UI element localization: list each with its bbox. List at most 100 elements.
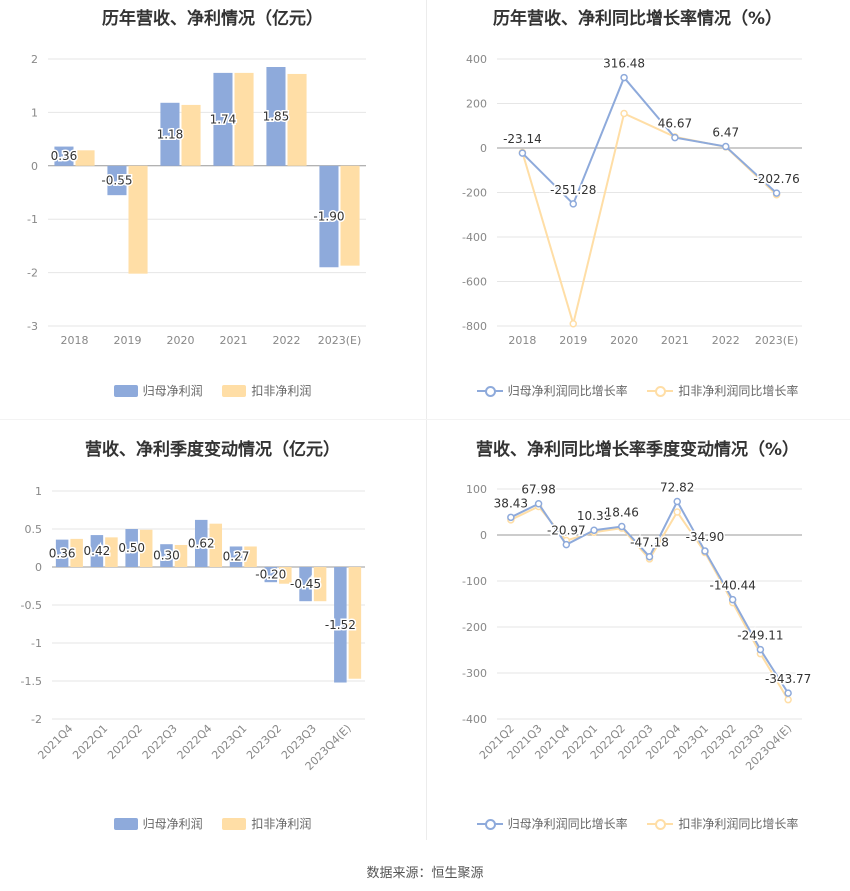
x-tick-label: 2020 xyxy=(610,334,638,347)
x-tick-label: 2022Q2 xyxy=(105,722,145,762)
point-series-1 xyxy=(772,189,781,197)
data-label: 18.46 xyxy=(605,506,639,520)
annual-growth-line-chart: 400 200 0 -200 -400 -600 -800 2018 2019 2020 2021 2… xyxy=(462,53,802,347)
y-tick-label: -200 xyxy=(462,621,487,634)
point-series-2 xyxy=(784,695,792,704)
bar-series-2 xyxy=(128,165,148,274)
data-label: -0.55 xyxy=(101,173,132,187)
y-tick-label: -200 xyxy=(462,187,487,200)
annual-growth-panel: 历年营收、净利同比增长率情况（%） 400 200 0 -200 -400 -600 -80… xyxy=(425,0,850,420)
bar-series-1 xyxy=(160,102,180,166)
annual-profit-bar-chart: 2 1 0 -1 -2 -3 2018 2019 2020 2021 2022 2023(E) 0.36… xyxy=(27,53,366,347)
data-label: -343.77 xyxy=(765,672,811,686)
legend-label: 扣非净利润同比增长率 xyxy=(678,817,799,831)
point-series-1 xyxy=(569,200,577,208)
y-tick-label: 0 xyxy=(480,529,487,542)
bar-series-2 xyxy=(75,150,95,166)
legend-item-series-1[interactable]: 归母净利润同比增长率 xyxy=(476,815,628,832)
bar-series-1 xyxy=(334,567,347,683)
bar-series-1 xyxy=(55,539,69,567)
y-tick-label: 100 xyxy=(466,483,487,496)
y-tick-label: -0.5 xyxy=(21,599,42,612)
y-tick-label: -300 xyxy=(462,667,487,680)
legend-swatch xyxy=(647,385,674,397)
data-label: -34.90 xyxy=(686,530,725,544)
bar-series-2 xyxy=(348,567,362,679)
point-series-1 xyxy=(728,595,737,604)
x-tick-label: 2018 xyxy=(61,334,89,347)
legend-label: 归母净利润 xyxy=(142,384,203,398)
legend-label: 归母净利润同比增长率 xyxy=(507,384,628,398)
legend-swatch xyxy=(476,818,503,830)
y-tick-label: 0 xyxy=(480,142,487,155)
data-label: -249.11 xyxy=(737,629,783,643)
quarterly-growth-line-chart: 1000-100-200-300-4002021Q22021Q32021Q420… xyxy=(462,479,813,773)
data-source-note: 数据来源：恒生聚源 xyxy=(366,866,484,881)
bar-series-1 xyxy=(160,544,173,567)
bar-series-1 xyxy=(299,567,312,602)
y-tick-label: -800 xyxy=(462,320,487,333)
legend-item-series-2[interactable]: 扣非净利润 xyxy=(222,815,311,832)
legend-swatch xyxy=(222,817,247,830)
bar-series-1 xyxy=(90,535,104,567)
bar-series-2 xyxy=(174,544,188,567)
legend-item-series-1[interactable]: 归母净利润 xyxy=(113,815,203,832)
legend-swatch xyxy=(476,385,503,397)
legend-item-series-2[interactable]: 扣非净利润 xyxy=(222,382,311,399)
bar-series-2 xyxy=(209,523,223,567)
legend-item-series-2[interactable]: 扣非净利润同比增长率 xyxy=(647,815,798,832)
data-label: 46.67 xyxy=(658,117,692,131)
data-label: 1.85 xyxy=(263,109,290,123)
point-series-1 xyxy=(756,645,765,654)
point-series-1 xyxy=(534,499,543,508)
y-tick-label: 200 xyxy=(466,98,487,111)
data-label: 0.42 xyxy=(84,544,111,558)
data-label: 0.36 xyxy=(49,546,76,560)
y-tick-label: -3 xyxy=(27,320,38,333)
bar-series-1 xyxy=(125,529,138,567)
bar-series-1 xyxy=(54,146,74,166)
bar-series-1 xyxy=(194,519,208,567)
y-tick-label: -1 xyxy=(31,637,42,650)
x-tick-label: 2022Q1 xyxy=(70,722,110,762)
data-label: 0.62 xyxy=(188,536,215,550)
data-label: 0.27 xyxy=(223,550,250,564)
chart-title: 历年营收、净利情况（亿元） xyxy=(102,9,323,29)
bar-series-2 xyxy=(313,567,327,602)
legend: 归母净利润 扣非净利润 xyxy=(0,382,425,400)
y-tick-label: 1 xyxy=(31,106,38,119)
chart-title: 历年营收、净利同比增长率情况（%） xyxy=(492,9,783,29)
y-tick-label: 400 xyxy=(466,53,487,66)
x-tick-label: 2021 xyxy=(661,334,689,347)
data-label: -1.52 xyxy=(325,618,356,632)
legend-item-series-1[interactable]: 归母净利润同比增长率 xyxy=(476,382,628,399)
bar-series-2 xyxy=(139,529,153,567)
point-series-1 xyxy=(673,497,681,506)
quarterly-growth-panel: 营收、净利同比增长率季度变动情况（%） 100 0 -100 -200 -300 -400… xyxy=(425,425,850,845)
data-label: -47.18 xyxy=(630,536,669,550)
x-tick-label: 2022 xyxy=(712,334,740,347)
point-series-1 xyxy=(562,540,571,549)
data-label: 0.30 xyxy=(153,549,180,563)
legend-item-series-1[interactable]: 归母净利润 xyxy=(113,382,203,399)
point-series-1 xyxy=(722,142,730,151)
y-tick-label: -1.5 xyxy=(21,675,42,688)
bar-series-2 xyxy=(287,73,307,166)
y-tick-label: 1 xyxy=(35,485,42,498)
legend-label: 扣非净利润同比增长率 xyxy=(678,384,799,398)
x-tick-label: 2020 xyxy=(167,334,195,347)
y-tick-label: -100 xyxy=(462,575,487,588)
bar-series-2 xyxy=(105,537,118,567)
legend-item-series-2[interactable]: 扣非净利润同比增长率 xyxy=(647,382,798,399)
bar-series-2 xyxy=(234,72,254,166)
y-tick-label: -400 xyxy=(462,713,487,726)
y-tick-label: -600 xyxy=(462,276,487,289)
x-tick-label: 2022Q4 xyxy=(175,722,215,762)
y-tick-label: -400 xyxy=(462,231,487,244)
data-label: -0.20 xyxy=(255,568,286,582)
y-tick-label: 0.5 xyxy=(25,523,43,536)
point-series-1 xyxy=(701,547,709,555)
point-series-1 xyxy=(671,133,679,142)
legend-label: 扣非净利润 xyxy=(251,384,312,398)
x-tick-label: 2022Q3 xyxy=(140,722,180,762)
